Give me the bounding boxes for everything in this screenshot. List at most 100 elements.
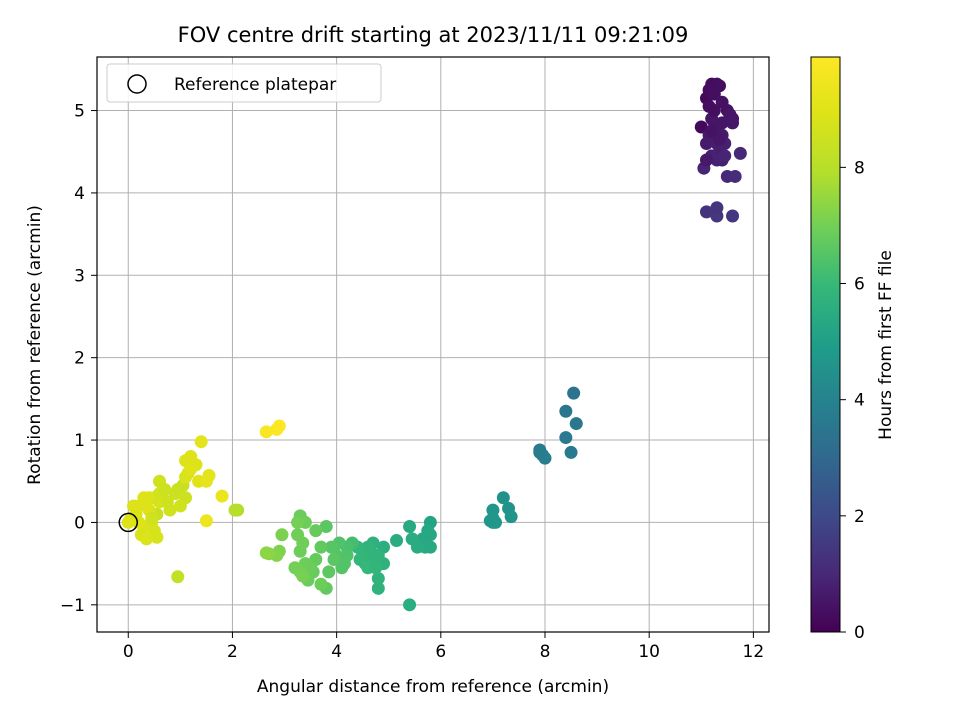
reference-marker (118, 512, 139, 533)
data-point (288, 561, 302, 575)
data-point (718, 149, 732, 163)
data-point (199, 514, 213, 528)
data-point (567, 386, 581, 400)
data-point (699, 136, 713, 150)
data-point (569, 417, 583, 431)
y-tick-label: 2 (74, 349, 85, 369)
data-point (275, 528, 289, 542)
data-point (337, 557, 351, 571)
data-point (726, 209, 740, 223)
data-points (121, 77, 747, 612)
chart-title: FOV centre drift starting at 2023/11/11 … (178, 23, 689, 47)
data-point (699, 205, 713, 219)
data-point (171, 570, 185, 584)
colorbar-ticks: 0 2 4 6 8 (840, 158, 865, 643)
data-point (314, 577, 328, 591)
x-axis-ticks: 0 2 4 6 8 10 12 (123, 632, 764, 662)
y-axis-ticks: −1 0 1 2 3 4 5 (60, 102, 97, 616)
data-point (173, 499, 187, 513)
legend-box (106, 63, 382, 103)
y-tick-label: 0 (74, 513, 85, 533)
data-point (423, 540, 437, 554)
y-tick-label: 1 (74, 431, 85, 451)
x-axis-label: Angular distance from reference (arcmin) (257, 677, 609, 697)
data-point (296, 569, 310, 583)
data-point (160, 495, 174, 509)
data-point (319, 520, 333, 534)
data-point (327, 553, 341, 567)
data-point (291, 528, 305, 542)
data-point (559, 404, 573, 418)
data-point (322, 565, 336, 579)
data-point (137, 491, 151, 505)
data-point (353, 553, 367, 567)
data-point (728, 169, 742, 183)
data-point (199, 474, 213, 488)
colorbar-tick-label: 6 (854, 275, 865, 295)
colorbar-tick-label: 8 (854, 158, 865, 178)
legend-entry-reference: Reference platepar (174, 75, 336, 95)
data-point (145, 511, 159, 525)
data-point (184, 462, 198, 476)
data-point (371, 581, 385, 595)
data-point (314, 540, 328, 554)
data-point (694, 120, 708, 134)
y-tick-label: 4 (74, 184, 85, 204)
data-point (228, 503, 242, 517)
data-point (259, 425, 273, 439)
data-point (713, 132, 727, 146)
data-point (158, 482, 172, 496)
data-point (369, 561, 383, 575)
colorbar-tick-label: 4 (854, 391, 865, 411)
colorbar: 0 2 4 6 8 Hours from first FF file (810, 56, 896, 643)
data-point (371, 548, 385, 562)
data-point (702, 99, 716, 113)
data-point (707, 87, 721, 101)
data-point (559, 431, 573, 445)
x-tick-label: 8 (540, 642, 551, 662)
grid (97, 57, 769, 632)
data-point (715, 116, 729, 130)
y-tick-label: −1 (60, 596, 85, 616)
data-point (390, 534, 404, 548)
data-point (403, 520, 417, 534)
data-point (291, 515, 305, 529)
colorbar-gradient (810, 56, 841, 633)
data-point (483, 514, 497, 528)
x-tick-label: 10 (638, 642, 660, 662)
x-tick-label: 2 (227, 642, 238, 662)
data-point (215, 489, 229, 503)
colorbar-tick-label: 2 (854, 507, 865, 527)
legend: Reference platepar (106, 63, 382, 103)
data-point (121, 515, 135, 529)
x-tick-label: 0 (123, 642, 134, 662)
data-point (139, 532, 153, 546)
data-point (150, 530, 164, 544)
data-point (733, 146, 747, 160)
data-point (259, 546, 273, 560)
data-point (726, 116, 740, 130)
legend-reference-icon (127, 74, 147, 94)
data-point (496, 491, 510, 505)
data-point (504, 510, 518, 524)
data-point (132, 515, 146, 529)
y-axis-label: Rotation from reference (arcmin) (25, 205, 45, 485)
data-point (410, 540, 424, 554)
data-point (403, 598, 417, 612)
y-tick-label: 3 (74, 266, 85, 286)
colorbar-label: Hours from first FF file (876, 250, 896, 440)
plot-frame (96, 56, 770, 633)
y-tick-label: 5 (74, 102, 85, 122)
data-point (309, 524, 323, 538)
data-point (371, 571, 385, 585)
x-tick-label: 12 (743, 642, 765, 662)
data-point (564, 445, 578, 459)
data-point (699, 153, 713, 167)
data-point (710, 201, 724, 215)
data-point (194, 435, 208, 449)
colorbar-tick-label: 0 (854, 623, 865, 643)
x-tick-label: 6 (435, 642, 446, 662)
x-tick-label: 4 (331, 642, 342, 662)
data-point (533, 445, 547, 459)
